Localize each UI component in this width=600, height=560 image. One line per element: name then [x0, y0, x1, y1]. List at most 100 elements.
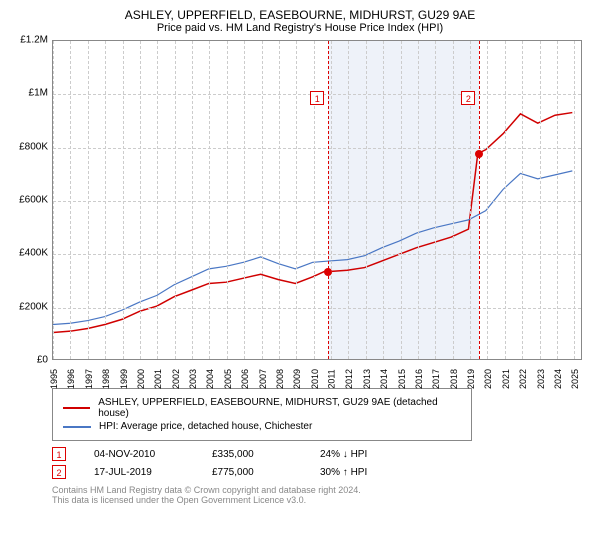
- xtick-label: 2003: [188, 369, 198, 389]
- xtick-label: 2002: [171, 369, 181, 389]
- plot: 12: [52, 40, 582, 360]
- gridline-v: [314, 41, 315, 359]
- gridline-v: [418, 41, 419, 359]
- xtick-label: 1995: [49, 369, 59, 389]
- gridline-v: [262, 41, 263, 359]
- gridline-v: [192, 41, 193, 359]
- gridline-v: [348, 41, 349, 359]
- gridline-v: [53, 41, 54, 359]
- xtick-label: 2005: [223, 369, 233, 389]
- gridline-v: [366, 41, 367, 359]
- xtick-label: 2025: [570, 369, 580, 389]
- legend: ASHLEY, UPPERFIELD, EASEBOURNE, MIDHURST…: [52, 388, 472, 441]
- event-delta: 30% ↑ HPI: [320, 467, 367, 478]
- xtick-label: 2022: [518, 369, 528, 389]
- xtick-label: 2010: [310, 369, 320, 389]
- gridline-h: [53, 148, 581, 149]
- gridline-h: [53, 201, 581, 202]
- ytick-label: £1.2M: [20, 35, 48, 46]
- gridline-v: [522, 41, 523, 359]
- xtick-label: 2006: [240, 369, 250, 389]
- gridline-v: [383, 41, 384, 359]
- gridline-v: [401, 41, 402, 359]
- gridline-v: [435, 41, 436, 359]
- event-row: 2 17-JUL-2019 £775,000 30% ↑ HPI: [52, 465, 588, 479]
- event-marker: 2: [52, 465, 66, 479]
- marker-box: 2: [461, 91, 475, 105]
- legend-row: HPI: Average price, detached house, Chic…: [63, 421, 461, 432]
- xtick-label: 1996: [66, 369, 76, 389]
- footer-line2: This data is licensed under the Open Gov…: [52, 495, 588, 505]
- xtick-label: 2007: [258, 369, 268, 389]
- marker-dot: [475, 150, 483, 158]
- gridline-v: [296, 41, 297, 359]
- footer-line1: Contains HM Land Registry data © Crown c…: [52, 485, 588, 495]
- ytick-label: £200K: [19, 301, 48, 312]
- event-marker: 1: [52, 447, 66, 461]
- marker-line: [328, 41, 329, 359]
- gridline-v: [505, 41, 506, 359]
- event-date: 04-NOV-2010: [94, 449, 184, 460]
- xtick-label: 2012: [344, 369, 354, 389]
- event-date: 17-JUL-2019: [94, 467, 184, 478]
- xtick-label: 2011: [327, 369, 337, 388]
- xtick-label: 2021: [501, 369, 511, 389]
- marker-box: 1: [310, 91, 324, 105]
- xtick-label: 2008: [275, 369, 285, 389]
- gridline-h: [53, 254, 581, 255]
- xtick-label: 2001: [153, 369, 163, 389]
- xtick-label: 2000: [136, 369, 146, 389]
- gridline-v: [244, 41, 245, 359]
- gridline-v: [453, 41, 454, 359]
- legend-swatch: [63, 407, 90, 409]
- xtick-label: 2013: [362, 369, 372, 389]
- chart-title: ASHLEY, UPPERFIELD, EASEBOURNE, MIDHURST…: [12, 8, 588, 22]
- ytick-label: £0: [37, 355, 48, 366]
- marker-dot: [324, 268, 332, 276]
- event-row: 1 04-NOV-2010 £335,000 24% ↓ HPI: [52, 447, 588, 461]
- gridline-v: [470, 41, 471, 359]
- gridline-v: [540, 41, 541, 359]
- ytick-label: £600K: [19, 195, 48, 206]
- gridline-v: [175, 41, 176, 359]
- xtick-label: 2004: [205, 369, 215, 389]
- footer: Contains HM Land Registry data © Crown c…: [52, 485, 588, 505]
- gridline-h: [53, 308, 581, 309]
- legend-row: ASHLEY, UPPERFIELD, EASEBOURNE, MIDHURST…: [63, 397, 461, 419]
- xtick-label: 2009: [292, 369, 302, 389]
- ytick-label: £800K: [19, 141, 48, 152]
- event-price: £775,000: [212, 467, 292, 478]
- xtick-label: 2020: [483, 369, 493, 389]
- xtick-label: 2023: [536, 369, 546, 389]
- xtick-label: 2019: [466, 369, 476, 389]
- gridline-v: [123, 41, 124, 359]
- legend-label: HPI: Average price, detached house, Chic…: [99, 421, 312, 432]
- gridline-v: [487, 41, 488, 359]
- marker-line: [479, 41, 480, 359]
- legend-label: ASHLEY, UPPERFIELD, EASEBOURNE, MIDHURST…: [98, 397, 461, 419]
- gridline-v: [88, 41, 89, 359]
- chart-area: 12 £0£200K£400K£600K£800K£1M£1.2M1995199…: [12, 40, 588, 380]
- gridline-v: [557, 41, 558, 359]
- xtick-label: 2015: [397, 369, 407, 389]
- xtick-label: 2014: [379, 369, 389, 389]
- gridline-v: [70, 41, 71, 359]
- gridline-v: [157, 41, 158, 359]
- gridline-v: [574, 41, 575, 359]
- gridline-v: [279, 41, 280, 359]
- ytick-label: £1M: [29, 88, 48, 99]
- chart-subtitle: Price paid vs. HM Land Registry's House …: [12, 22, 588, 34]
- gridline-v: [227, 41, 228, 359]
- gridline-v: [140, 41, 141, 359]
- event-delta: 24% ↓ HPI: [320, 449, 367, 460]
- legend-swatch: [63, 426, 91, 428]
- gridline-v: [209, 41, 210, 359]
- event-price: £335,000: [212, 449, 292, 460]
- xtick-label: 1999: [119, 369, 129, 389]
- xtick-label: 2024: [553, 369, 563, 389]
- ytick-label: £400K: [19, 248, 48, 259]
- xtick-label: 2018: [449, 369, 459, 389]
- xtick-label: 2016: [414, 369, 424, 389]
- xtick-label: 1998: [101, 369, 111, 389]
- gridline-v: [331, 41, 332, 359]
